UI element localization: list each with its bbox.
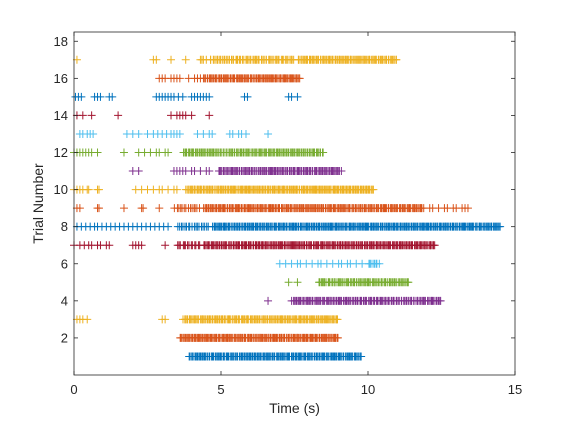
y-tick-label: 10 [54, 182, 68, 197]
y-tick-label: 18 [54, 34, 68, 49]
y-tick-label: 16 [54, 71, 68, 86]
x-tick-label: 10 [361, 382, 375, 397]
x-tick-label: 5 [217, 382, 224, 397]
y-tick-label: 2 [61, 330, 68, 345]
x-tick-label: 15 [508, 382, 522, 397]
x-axis-label: Time (s) [269, 400, 320, 416]
y-tick-label: 6 [61, 256, 68, 271]
y-tick-label: 14 [54, 108, 68, 123]
y-tick-label: 4 [61, 293, 68, 308]
y-tick-label: 12 [54, 145, 68, 160]
x-tick-label: 0 [70, 382, 77, 397]
y-tick-label: 8 [61, 219, 68, 234]
y-axis-label: Trial Number [30, 163, 46, 244]
